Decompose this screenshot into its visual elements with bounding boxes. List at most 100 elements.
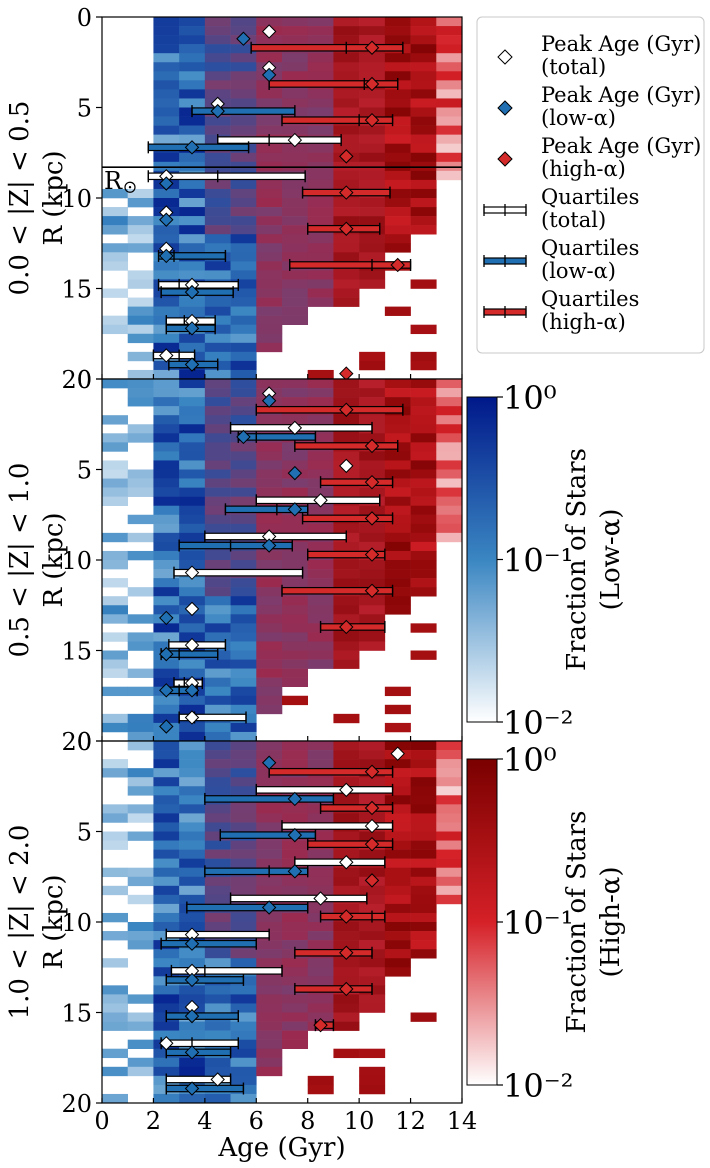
colorbar-bar	[466, 396, 498, 723]
heatmap-cell	[256, 188, 283, 199]
heatmap-cell	[179, 415, 206, 425]
heatmap-cell	[153, 804, 180, 814]
peak-total-marker	[364, 818, 380, 834]
heatmap-cell	[153, 152, 180, 163]
heatmap-cell	[410, 116, 437, 126]
heatmap-cell	[436, 741, 463, 751]
heatmap-cell	[333, 560, 360, 570]
heatmap-cell	[230, 777, 257, 787]
heatmap-cell	[384, 804, 411, 814]
heatmap-cell	[102, 225, 129, 235]
heatmap-cell	[179, 840, 206, 850]
heatmap-cell	[230, 306, 257, 316]
peak-low-alpha-marker	[159, 683, 174, 698]
heatmap-cell	[384, 560, 411, 570]
heatmap-cell	[384, 876, 411, 887]
heatmap-cell	[436, 460, 463, 470]
heatmap-cell	[359, 89, 386, 99]
heatmap-cell	[282, 1039, 309, 1049]
heatmap-cell	[436, 750, 463, 760]
heatmap-cell	[230, 695, 257, 706]
heatmap-cell	[307, 270, 334, 280]
heatmap-cell	[359, 360, 386, 371]
heatmap-cell	[307, 415, 334, 425]
heatmap-cell	[282, 550, 309, 561]
heatmap-cell	[333, 415, 360, 425]
heatmap-cell	[384, 188, 411, 199]
heatmap-cell	[282, 976, 309, 986]
heatmap-cell	[384, 596, 411, 606]
heatmap-cell	[204, 822, 231, 832]
heatmap-cell	[333, 388, 360, 398]
heatmap-cell	[333, 469, 360, 479]
heatmap-cell	[127, 297, 154, 307]
heatmap-cell	[384, 831, 411, 841]
peak-high-alpha-marker	[364, 547, 380, 562]
heatmap-cell	[230, 768, 257, 778]
heatmap-cell	[230, 858, 257, 868]
heatmap-cell	[102, 686, 129, 697]
heatmap-cell	[282, 487, 309, 497]
heatmap-cell	[230, 1003, 257, 1013]
heatmap-cell	[179, 460, 206, 470]
heatmap-cell	[436, 795, 463, 805]
heatmap-cell	[359, 379, 386, 389]
heatmap-cell	[179, 306, 206, 316]
peak-high-alpha-marker	[364, 40, 380, 55]
heatmap-cell	[153, 532, 180, 543]
heatmap-cell	[102, 560, 129, 570]
heatmap-cell	[333, 632, 360, 642]
heatmap-cell	[102, 759, 129, 769]
heatmap-cell	[436, 80, 463, 90]
heatmap-cell	[204, 1021, 231, 1031]
heatmap-cell	[282, 1030, 309, 1040]
heatmap-cell	[410, 569, 437, 579]
heatmap-cell	[282, 379, 309, 389]
heatmap-cell	[153, 1003, 180, 1013]
colorbar-tick-label: 10⁻²	[503, 704, 573, 742]
heatmap-cell	[102, 931, 129, 941]
heatmap-cell	[307, 198, 334, 208]
heatmap-cell	[307, 569, 334, 579]
y-tick-label: 0	[77, 728, 92, 756]
heatmap-cell	[230, 1066, 257, 1077]
heatmap-cell	[333, 903, 360, 914]
heatmap-cell	[307, 170, 334, 181]
heatmap-cell	[204, 424, 231, 434]
heatmap-cell	[384, 17, 411, 27]
heatmap-cell	[127, 279, 154, 289]
heatmap-cell	[153, 125, 180, 135]
heatmap-cell	[359, 170, 386, 181]
heatmap-cell	[333, 922, 360, 932]
heatmap-cell	[256, 216, 283, 226]
heatmap-cell	[230, 116, 257, 126]
heatmap-cell	[436, 822, 463, 832]
heatmap-cell	[204, 225, 231, 235]
heatmap-cell	[359, 152, 386, 163]
heatmap-cell	[256, 379, 283, 389]
heatmap-cell	[384, 722, 411, 733]
heatmap-cell	[384, 587, 411, 597]
heatmap-cell	[153, 623, 180, 633]
heatmap-cell	[127, 306, 154, 316]
heatmap-cell	[230, 822, 257, 832]
heatmap-cell	[307, 26, 334, 36]
heatmap-cell	[230, 152, 257, 163]
heatmap-cell	[359, 569, 386, 579]
quartile-range	[255, 786, 394, 794]
y-axis-label: R (kpc)	[39, 150, 69, 245]
heatmap-cell	[179, 532, 206, 543]
heatmap-cell	[204, 922, 231, 932]
heatmap-cell	[204, 297, 231, 307]
heatmap-cell	[179, 496, 206, 506]
heatmap-cell	[204, 406, 231, 416]
heatmap-cell	[127, 786, 154, 796]
heatmap-cell	[333, 252, 360, 262]
heatmap-cell	[384, 198, 411, 208]
heatmap-cell	[204, 786, 231, 796]
heatmap-cell	[282, 849, 309, 859]
heatmap-cell	[204, 849, 231, 859]
heatmap-cell	[384, 306, 411, 316]
heatmap-cell	[230, 623, 257, 633]
